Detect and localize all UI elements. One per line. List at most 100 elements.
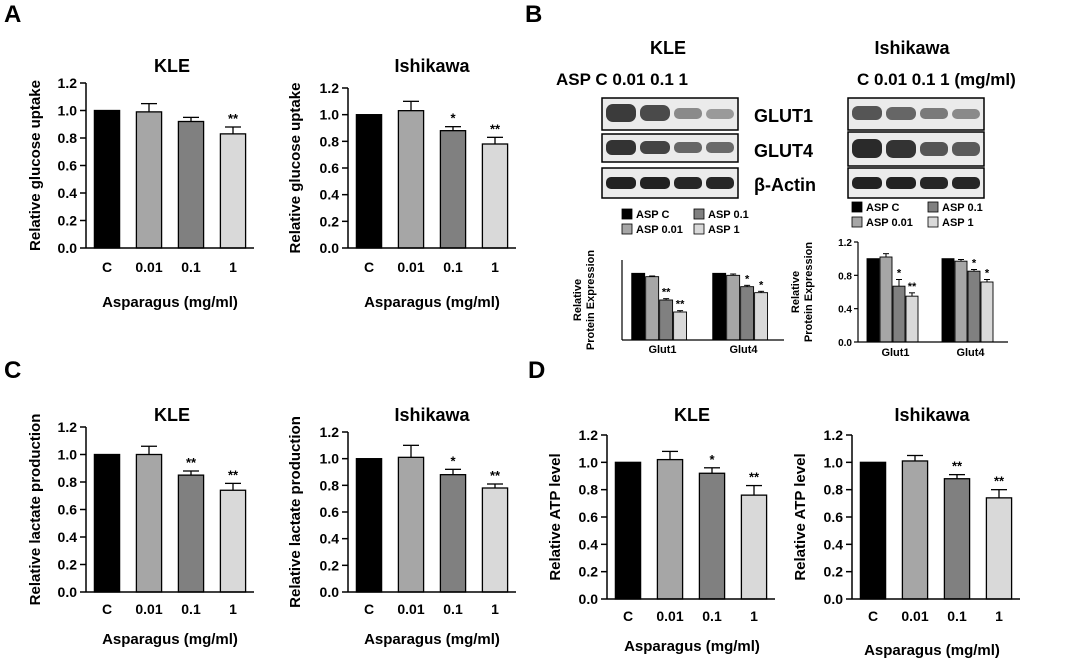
x-axis-title: Asparagus (mg/ml) xyxy=(364,631,500,648)
bar-C xyxy=(93,109,121,249)
chart-c-kle: KLE Relative lactate production Asparagus … xyxy=(27,405,254,648)
category-label: C xyxy=(364,601,374,617)
significance-mark: * xyxy=(709,452,715,467)
y-tick-label: 0.6 xyxy=(58,158,78,174)
legend-label: ASP 0.01 xyxy=(866,217,913,229)
legend-swatch xyxy=(851,201,863,213)
chart-title: KLE xyxy=(154,405,190,425)
category-label: 1 xyxy=(229,259,237,275)
chart-title: Ishikawa xyxy=(894,405,970,425)
y-tick-label: 0.4 xyxy=(824,536,844,552)
y-tick-label: 1.0 xyxy=(320,107,340,123)
legend-swatch xyxy=(621,223,633,235)
y-axis-title: Relative glucose uptake xyxy=(287,83,304,254)
y-tick-label: 1.0 xyxy=(58,447,78,463)
y-tick-label: 0.6 xyxy=(579,509,599,525)
bar-Glut4-ASP-0.1 xyxy=(740,286,755,341)
chart-title: KLE xyxy=(154,56,190,76)
blot-kle-actin xyxy=(601,167,739,199)
category-label: 1 xyxy=(995,608,1003,624)
y-tick-label: 1.0 xyxy=(320,451,340,467)
x-axis-title: Asparagus (mg/ml) xyxy=(624,638,760,655)
legend-swatch xyxy=(693,208,705,220)
category-label: 0.01 xyxy=(901,608,928,624)
category-label: 1 xyxy=(750,608,758,624)
significance-mark: ** xyxy=(662,287,671,299)
bar-Glut4-ASP-1 xyxy=(980,281,994,343)
significance-mark: * xyxy=(972,258,977,270)
category-label: 0.1 xyxy=(443,259,463,275)
bar-Glut4-ASP-0.1 xyxy=(967,270,981,343)
bar-Glut1-ASP-0.01 xyxy=(645,276,660,341)
chart-title: KLE xyxy=(674,405,710,425)
y-tick-label: 0.2 xyxy=(320,213,340,229)
wb-label-glut4: GLUT4 xyxy=(754,141,813,161)
y-tick-label: 0.0 xyxy=(320,584,340,600)
chart-d-ish: Ishikawa Relative ATP level Asparagus (mg/… xyxy=(792,405,1020,659)
bar-0.1 xyxy=(698,472,726,600)
y-tick-label: 0.2 xyxy=(320,557,340,573)
category-label: 0.01 xyxy=(397,259,424,275)
significance-mark: ** xyxy=(676,299,685,311)
significance-mark: ** xyxy=(994,474,1005,489)
significance-mark: ** xyxy=(490,121,501,136)
y-tick-label: 0.0 xyxy=(579,591,599,607)
group-label: Glut4 xyxy=(729,344,758,356)
bar-0.1 xyxy=(177,474,205,593)
bar-Glut1-ASP-C xyxy=(631,272,646,341)
legend-label: ASP 1 xyxy=(942,217,974,229)
y-axis-title: Relative glucose uptake xyxy=(27,80,44,251)
bar-1 xyxy=(219,133,247,249)
bar-0.1 xyxy=(177,120,205,249)
wb-label-glut1: GLUT1 xyxy=(754,106,813,126)
chart-b-ish: ASP C ASP 0.01 ASP 0.1 ASP 1 Relative Protein… xyxy=(790,201,1008,359)
category-label: C xyxy=(102,259,112,275)
legend-swatch xyxy=(693,223,705,235)
significance-mark: * xyxy=(450,453,456,468)
y-tick-label: 1.2 xyxy=(320,424,340,440)
y-tick-label: 0.4 xyxy=(58,529,78,545)
y-tick-label: 0.6 xyxy=(824,509,844,525)
group-label: Glut1 xyxy=(648,344,676,356)
bar-Glut4-ASP-0.01 xyxy=(726,274,741,341)
y-tick-label: 0.6 xyxy=(58,502,78,518)
panel-letter-c: C xyxy=(4,357,21,384)
y-tick-label: 1.2 xyxy=(58,419,78,435)
y-tick-label: 1.0 xyxy=(58,103,78,119)
category-label: 1 xyxy=(491,601,499,617)
y-axis-title: Relative lactate production xyxy=(287,416,304,608)
legend-label: ASP 0.1 xyxy=(708,209,749,221)
significance-mark: ** xyxy=(186,455,197,470)
chart-title: Ishikawa xyxy=(394,56,470,76)
y-tick-label: 0.4 xyxy=(320,531,340,547)
bar-0.01 xyxy=(135,453,163,593)
bar-Glut4-ASP-C xyxy=(941,258,955,343)
panel-letter-b: B xyxy=(525,1,542,28)
wb-kle-lanes: ASP C 0.01 0.1 1 xyxy=(556,70,688,89)
y-tick-label: 0.4 xyxy=(320,187,340,203)
legend-swatch xyxy=(927,201,939,213)
blot-kle-glut1 xyxy=(601,97,739,131)
y-axis-title: Relative xyxy=(790,271,802,313)
bar-C xyxy=(355,458,383,593)
group-label: Glut4 xyxy=(956,347,985,359)
legend-swatch xyxy=(621,208,633,220)
chart-title: Ishikawa xyxy=(394,405,470,425)
bar-Glut1-ASP-1 xyxy=(673,311,688,341)
x-axis-title: Asparagus (mg/ml) xyxy=(102,294,238,311)
bar-0.01 xyxy=(656,458,684,600)
y-axis-title: Protein Expression xyxy=(585,250,597,351)
y-tick-label: 0.8 xyxy=(824,482,844,498)
legend-swatch xyxy=(851,216,863,228)
chart-d-kle: KLE Relative ATP level Asparagus (mg/ml) C 0… xyxy=(547,405,775,655)
bar-0.01 xyxy=(135,111,163,249)
y-tick-label: 0.0 xyxy=(320,240,340,256)
significance-mark: * xyxy=(745,273,750,285)
category-label: 0.01 xyxy=(135,601,162,617)
significance-mark: ** xyxy=(908,281,917,293)
bar-0.1 xyxy=(943,478,971,600)
bar-1 xyxy=(481,487,509,593)
significance-mark: ** xyxy=(952,459,963,474)
y-tick-label: 1.0 xyxy=(824,454,844,470)
